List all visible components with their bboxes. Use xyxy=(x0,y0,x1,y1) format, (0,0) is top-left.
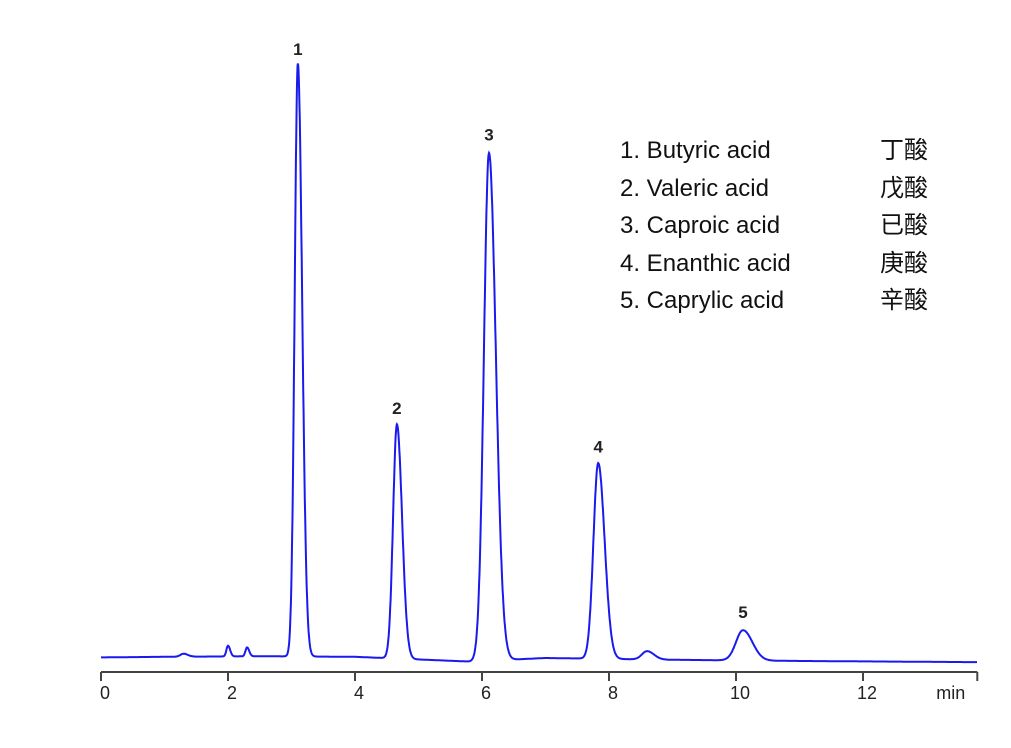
legend-name: 3. Caproic acid xyxy=(620,212,781,239)
peak-label: 4 xyxy=(593,437,603,456)
peak-label: 1 xyxy=(293,40,302,59)
peak-label: 2 xyxy=(392,399,401,418)
legend-item: 5. Caprylic acid 辛酸 xyxy=(620,282,928,320)
legend-item: 3. Caproic acid 已酸 xyxy=(620,207,928,245)
x-tick-label: 2 xyxy=(227,683,237,703)
legend-item: 1. Butyric acid 丁酸 xyxy=(620,132,928,170)
legend-name: 2. Valeric acid xyxy=(620,174,769,202)
legend-name: 5. Caprylic acid xyxy=(620,287,785,314)
x-tick-label: 12 xyxy=(857,683,877,703)
legend-cn-name: 辛酸 xyxy=(880,287,928,314)
legend-cn-name: 丁酸 xyxy=(880,137,928,164)
legend: 1. Butyric acid 丁酸 2. Valeric acid 戊酸 3. C… xyxy=(620,132,928,320)
legend-name: 4. Enanthic acid xyxy=(620,249,791,277)
legend-item: 4. Enanthic acid 庚酸 xyxy=(620,245,928,283)
peak-label: 3 xyxy=(484,125,493,144)
x-tick-label: 6 xyxy=(481,683,491,703)
legend-cn-name: 已酸 xyxy=(880,212,928,239)
legend-cn-name: 戊酸 xyxy=(880,174,928,202)
x-tick-label: 8 xyxy=(608,683,618,703)
peak-label: 5 xyxy=(738,603,747,622)
signal-trace xyxy=(101,63,977,664)
legend-item: 2. Valeric acid 戊酸 xyxy=(620,170,928,208)
legend-cn-name: 庚酸 xyxy=(880,249,928,277)
x-tick-label: 0 xyxy=(100,683,110,703)
x-axis-label: min xyxy=(936,683,965,703)
x-tick-label: 10 xyxy=(730,683,750,703)
legend-name: 1. Butyric acid xyxy=(620,137,771,164)
x-tick-label: 4 xyxy=(354,683,364,703)
